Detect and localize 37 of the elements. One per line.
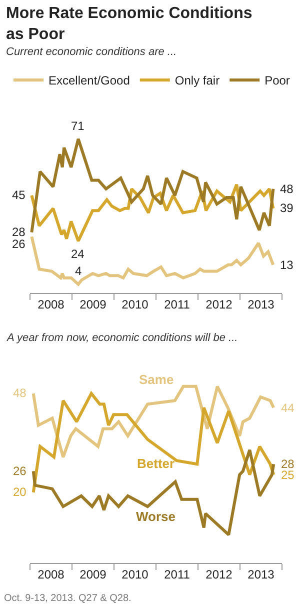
series-label: Worse: [136, 509, 176, 524]
data-label: 20: [13, 485, 27, 499]
data-label: 71: [71, 119, 85, 133]
x-tick-label: 2008: [38, 297, 65, 312]
series-label: Better: [137, 456, 175, 471]
x-tick-label: 2010: [122, 567, 149, 582]
x-tick-label: 2013: [248, 297, 275, 312]
data-label: 4: [75, 264, 82, 278]
data-label: 44: [281, 401, 295, 415]
chart-subtitle: A year from now, economic conditions will be ...: [6, 332, 238, 344]
data-label: 45: [12, 188, 26, 202]
x-tick-label: 2012: [206, 297, 233, 312]
x-tick-label: 2011: [164, 567, 190, 582]
x-tick-label: 2013: [248, 567, 275, 582]
data-label: 28: [281, 457, 295, 471]
x-tick-label: 2011: [164, 297, 190, 312]
x-tick-label: 2012: [206, 567, 233, 582]
data-label: 39: [280, 201, 294, 215]
text: Oct. 9-13, 2013. Q27 & Q28.: [4, 593, 132, 604]
data-label: 13: [280, 258, 294, 272]
legend-label: Excellent/Good: [48, 74, 130, 88]
legend-label: Only fair: [174, 74, 220, 88]
data-label: 48: [280, 182, 294, 196]
data-label: 48: [13, 386, 27, 400]
series-label: Same: [139, 372, 174, 387]
chart-subtitle: Current economic conditions are ...: [6, 46, 177, 58]
x-tick-label: 2009: [80, 567, 107, 582]
x-tick-label: 2008: [38, 567, 65, 582]
data-label: 25: [281, 468, 295, 482]
chart-title: More Rate Economic Conditions as Poor: [6, 5, 252, 43]
legend-label: Poor: [264, 74, 290, 88]
x-tick-label: 2009: [80, 297, 107, 312]
data-label: 26: [12, 237, 26, 251]
data-label: 26: [13, 464, 27, 478]
data-label: 24: [71, 247, 85, 261]
x-tick-label: 2010: [122, 297, 149, 312]
data-label: 28: [12, 225, 26, 239]
